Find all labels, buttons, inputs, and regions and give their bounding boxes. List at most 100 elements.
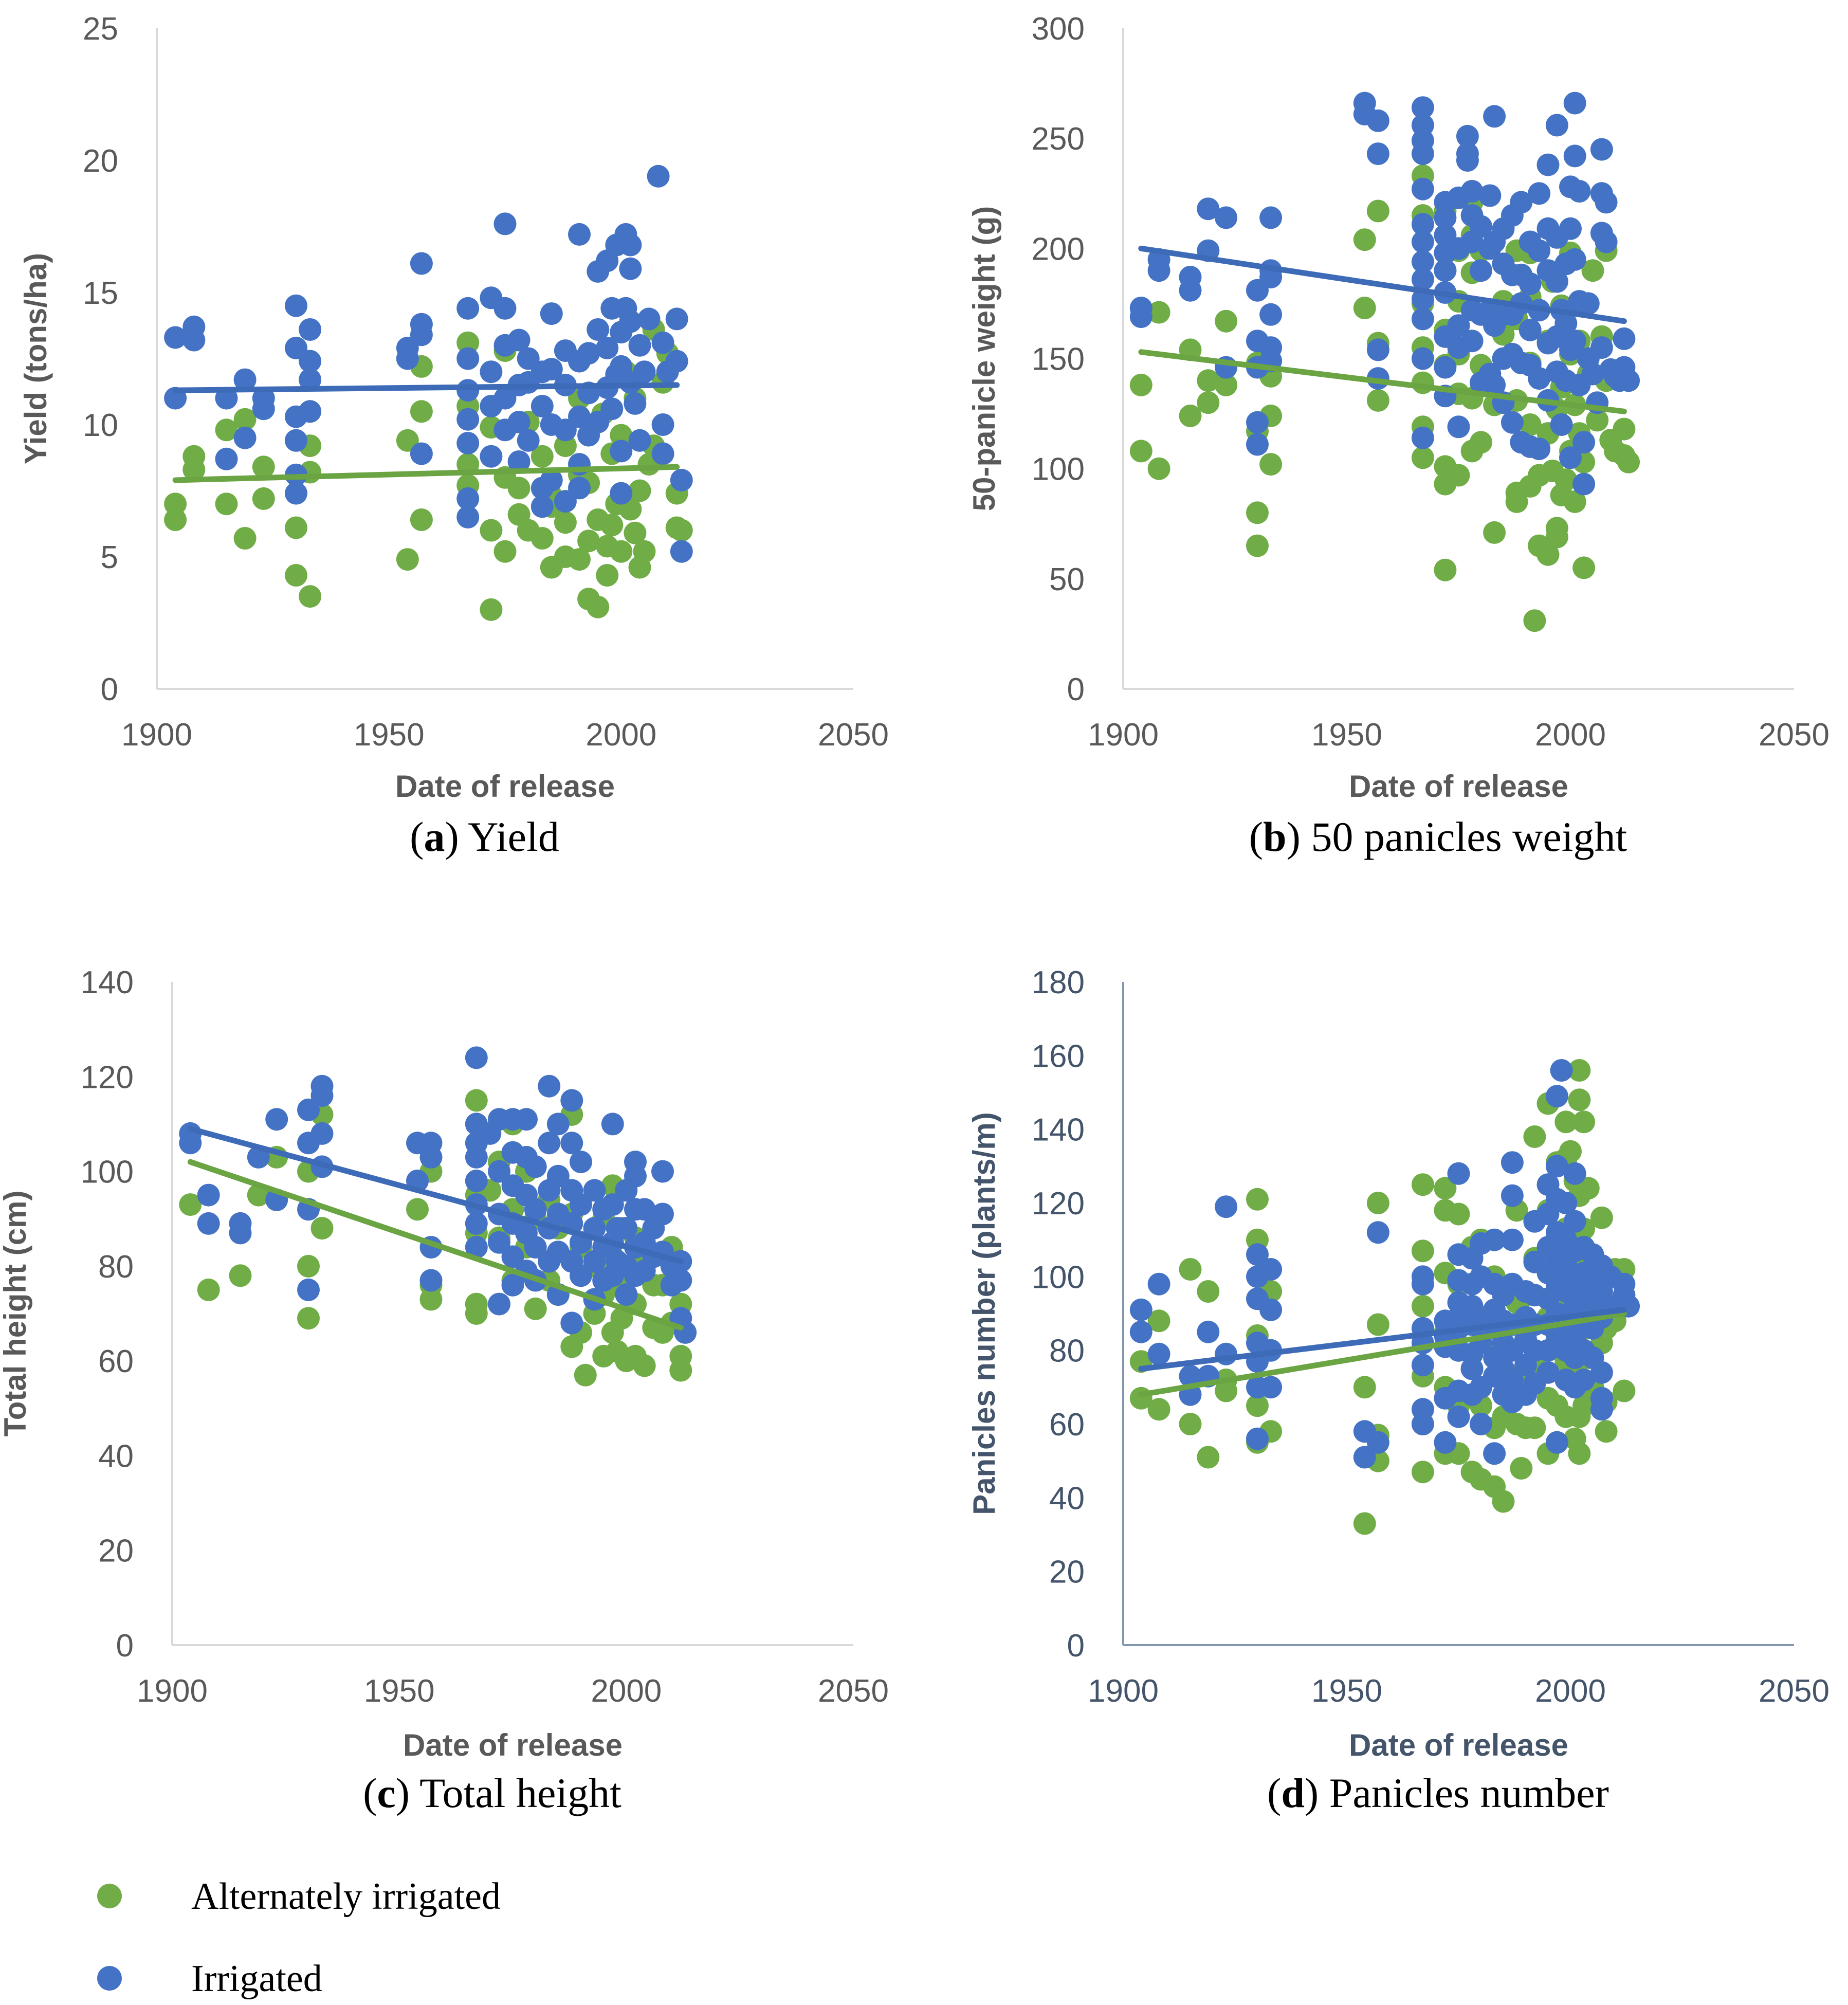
data-point <box>456 297 480 320</box>
data-point <box>1456 149 1479 172</box>
data-point <box>1581 259 1604 282</box>
data-point <box>297 1254 320 1278</box>
caption-text: Panicles number <box>1329 1770 1609 1816</box>
data-point <box>480 519 503 542</box>
data-point <box>538 1074 561 1098</box>
data-point <box>1411 1240 1434 1263</box>
data-point <box>1501 411 1524 434</box>
data-point <box>1568 1088 1591 1111</box>
data-point <box>179 1132 202 1155</box>
data-point <box>501 1273 524 1297</box>
data-point <box>410 442 433 465</box>
caption-paren-close: ) <box>396 1770 419 1816</box>
panel-caption: (d) Panicles number <box>1267 1770 1609 1816</box>
y-tick-label: 180 <box>1032 965 1085 1000</box>
y-tick-label: 100 <box>1032 1260 1085 1295</box>
x-axis-title: Date of release <box>395 769 615 804</box>
data-point <box>419 1269 443 1292</box>
trendline-alternately-irrigated <box>1138 1310 1627 1398</box>
y-axis-title: 50-panicle weight (g) <box>967 206 1001 511</box>
data-point <box>651 413 674 436</box>
data-point <box>465 1046 488 1069</box>
data-point <box>530 495 554 518</box>
data-point <box>410 400 433 423</box>
y-tick-label: 60 <box>98 1344 134 1379</box>
data-point <box>1411 1295 1434 1318</box>
data-point <box>1434 206 1457 229</box>
data-point <box>480 598 503 621</box>
data-point <box>601 1113 624 1136</box>
data-point <box>1528 182 1551 205</box>
y-tick-label: 160 <box>1032 1038 1085 1074</box>
data-point <box>1545 1085 1568 1108</box>
data-point <box>619 310 642 333</box>
panel-caption: (a) Yield <box>410 813 559 860</box>
data-point <box>665 307 688 331</box>
data-point <box>1545 525 1568 549</box>
caption-letter: a <box>424 813 445 860</box>
x-axis-title: Date of release <box>1349 1728 1568 1762</box>
data-point <box>570 1264 592 1287</box>
data-point <box>624 392 647 415</box>
data-point <box>1563 1162 1586 1185</box>
data-point <box>670 468 693 491</box>
y-tick-label: 100 <box>1032 452 1085 487</box>
y-tick-label: 15 <box>83 276 118 311</box>
data-point <box>456 408 480 431</box>
data-point <box>456 432 480 454</box>
data-point <box>1411 426 1434 449</box>
trendline-alternately-irrigated <box>187 1159 684 1331</box>
data-point <box>1197 1280 1220 1303</box>
data-point <box>1577 1177 1600 1200</box>
data-point <box>507 477 530 500</box>
y-tick-label: 25 <box>83 11 118 47</box>
data-point <box>285 482 307 505</box>
data-point <box>456 347 480 370</box>
data-point <box>1411 1173 1434 1196</box>
data-point <box>651 442 674 465</box>
data-point <box>1483 105 1506 128</box>
data-point <box>233 527 257 550</box>
data-point <box>1179 1258 1202 1281</box>
data-point <box>540 302 563 325</box>
data-point <box>1434 356 1457 379</box>
data-point <box>1129 1320 1152 1343</box>
data-point <box>515 1108 538 1131</box>
data-point <box>596 336 619 359</box>
y-axis-title: Panicles number (plants/m) <box>967 1112 1001 1515</box>
data-point <box>596 564 619 587</box>
data-point <box>1550 413 1573 436</box>
data-point <box>1411 177 1434 200</box>
x-tick-label: 1900 <box>1088 1673 1159 1709</box>
data-point <box>1215 1195 1238 1218</box>
data-point <box>1572 556 1596 579</box>
data-point <box>1613 327 1636 350</box>
x-tick-label: 2050 <box>818 1673 889 1709</box>
caption-letter: c <box>377 1770 395 1816</box>
data-point <box>182 315 206 338</box>
y-tick-label: 0 <box>1067 1628 1085 1664</box>
data-point <box>197 1183 220 1207</box>
data-point <box>1572 1110 1596 1134</box>
data-point <box>1545 114 1568 137</box>
data-point <box>1147 301 1170 324</box>
data-point <box>568 223 591 246</box>
data-point <box>1528 367 1551 390</box>
data-point <box>456 331 480 354</box>
data-point <box>524 1155 547 1178</box>
data-point <box>229 1264 252 1287</box>
data-point <box>1617 450 1640 473</box>
data-point <box>182 458 206 481</box>
data-point <box>1505 490 1528 513</box>
data-point <box>1366 1192 1389 1214</box>
data-point <box>299 368 322 391</box>
x-tick-label: 2000 <box>591 1673 662 1709</box>
data-point <box>265 1108 288 1131</box>
data-point <box>1147 259 1170 282</box>
x-tick-label: 2000 <box>1535 1673 1606 1709</box>
data-point <box>1434 1431 1457 1454</box>
data-point <box>1523 1416 1546 1439</box>
data-point <box>1259 1298 1283 1321</box>
data-point <box>1447 464 1470 487</box>
y-tick-label: 0 <box>101 672 118 707</box>
